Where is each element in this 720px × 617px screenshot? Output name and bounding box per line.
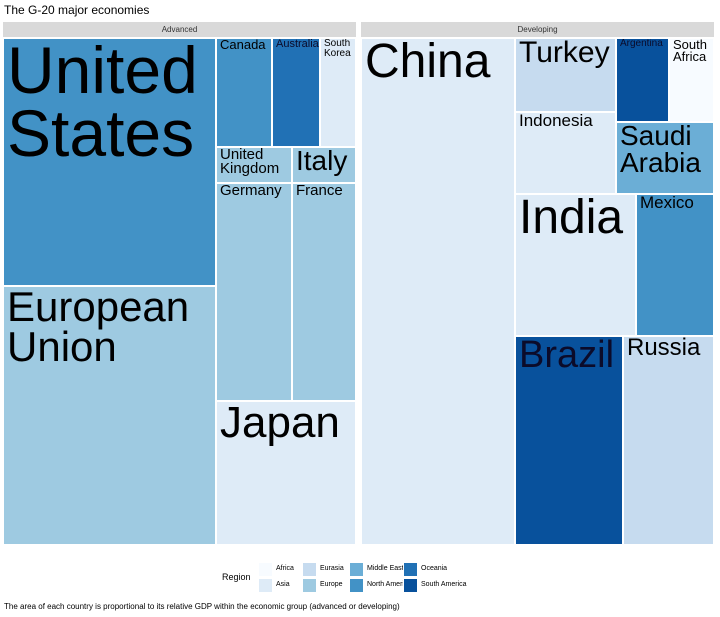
tile-label: India bbox=[519, 194, 624, 244]
legend-label: Middle East bbox=[367, 565, 404, 572]
tile-label: United Kingdom bbox=[220, 147, 280, 178]
panel-header-advanced: Advanced bbox=[3, 22, 356, 37]
legend-label: Asia bbox=[276, 581, 290, 588]
tile-label: Italy bbox=[296, 147, 348, 176]
tile-label: Turkey bbox=[519, 38, 610, 69]
legend-key bbox=[349, 578, 364, 593]
tile-mexico: Mexico bbox=[636, 194, 714, 336]
tile-label: United States bbox=[7, 38, 198, 170]
tile-label: Saudi Arabia bbox=[620, 122, 701, 178]
tile-south-korea: South Korea bbox=[320, 38, 356, 147]
tile-label: Mexico bbox=[640, 194, 694, 212]
legend-key bbox=[403, 578, 418, 593]
legend-key bbox=[258, 578, 273, 593]
tile-label: Canada bbox=[220, 38, 266, 52]
legend-key bbox=[349, 562, 364, 577]
legend-label: North America bbox=[367, 581, 412, 588]
tile-united-kingdom: United Kingdom bbox=[216, 147, 292, 183]
chart-caption: The area of each country is proportional… bbox=[4, 602, 400, 611]
legend-key bbox=[302, 578, 317, 593]
panel-header-developing: Developing bbox=[361, 22, 714, 37]
tile-italy: Italy bbox=[292, 147, 356, 183]
tile-germany: Germany bbox=[216, 183, 292, 401]
tile-label: China bbox=[365, 38, 491, 88]
tile-india: India bbox=[515, 194, 636, 336]
tile-label: Russia bbox=[627, 336, 701, 361]
tile-turkey: Turkey bbox=[515, 38, 616, 112]
tile-argentina: Argentina bbox=[616, 38, 669, 122]
tile-united-states: United States bbox=[3, 38, 216, 286]
legend-key bbox=[302, 562, 317, 577]
legend-key bbox=[258, 562, 273, 577]
tile-japan: Japan bbox=[216, 401, 356, 545]
legend-label: Oceania bbox=[421, 565, 448, 572]
tile-canada: Canada bbox=[216, 38, 272, 147]
tile-label: European Union bbox=[7, 286, 190, 370]
tile-saudi-arabia: Saudi Arabia bbox=[616, 122, 714, 194]
tile-label: Indonesia bbox=[519, 112, 593, 130]
tile-brazil: Brazil bbox=[515, 336, 623, 545]
tile-china: China bbox=[361, 38, 515, 545]
legend-label: South America bbox=[421, 581, 467, 588]
chart-title: The G-20 major economies bbox=[4, 3, 150, 17]
tile-label: South Africa bbox=[673, 38, 707, 65]
tile-australia: Australia bbox=[272, 38, 320, 147]
tile-label: South Korea bbox=[324, 38, 351, 59]
tile-label: Brazil bbox=[519, 336, 615, 376]
legend-label: Europe bbox=[320, 581, 343, 588]
legend-label: Eurasia bbox=[320, 565, 344, 572]
legend-key bbox=[403, 562, 418, 577]
tile-label: Australia bbox=[276, 38, 319, 50]
tile-label: Japan bbox=[220, 401, 340, 447]
tile-france: France bbox=[292, 183, 356, 401]
tile-indonesia: Indonesia bbox=[515, 112, 616, 194]
legend-title: Region bbox=[222, 572, 251, 582]
legend-label: Africa bbox=[276, 565, 294, 572]
tile-label: France bbox=[296, 183, 343, 199]
tile-label: Argentina bbox=[620, 38, 663, 49]
tile-european-union: European Union bbox=[3, 286, 216, 545]
tile-south-africa: South Africa bbox=[669, 38, 714, 122]
tile-russia: Russia bbox=[623, 336, 714, 545]
tile-label: Germany bbox=[220, 183, 282, 199]
legend: Region Africa Asia Eurasia Europe Middle Eas… bbox=[222, 562, 512, 596]
